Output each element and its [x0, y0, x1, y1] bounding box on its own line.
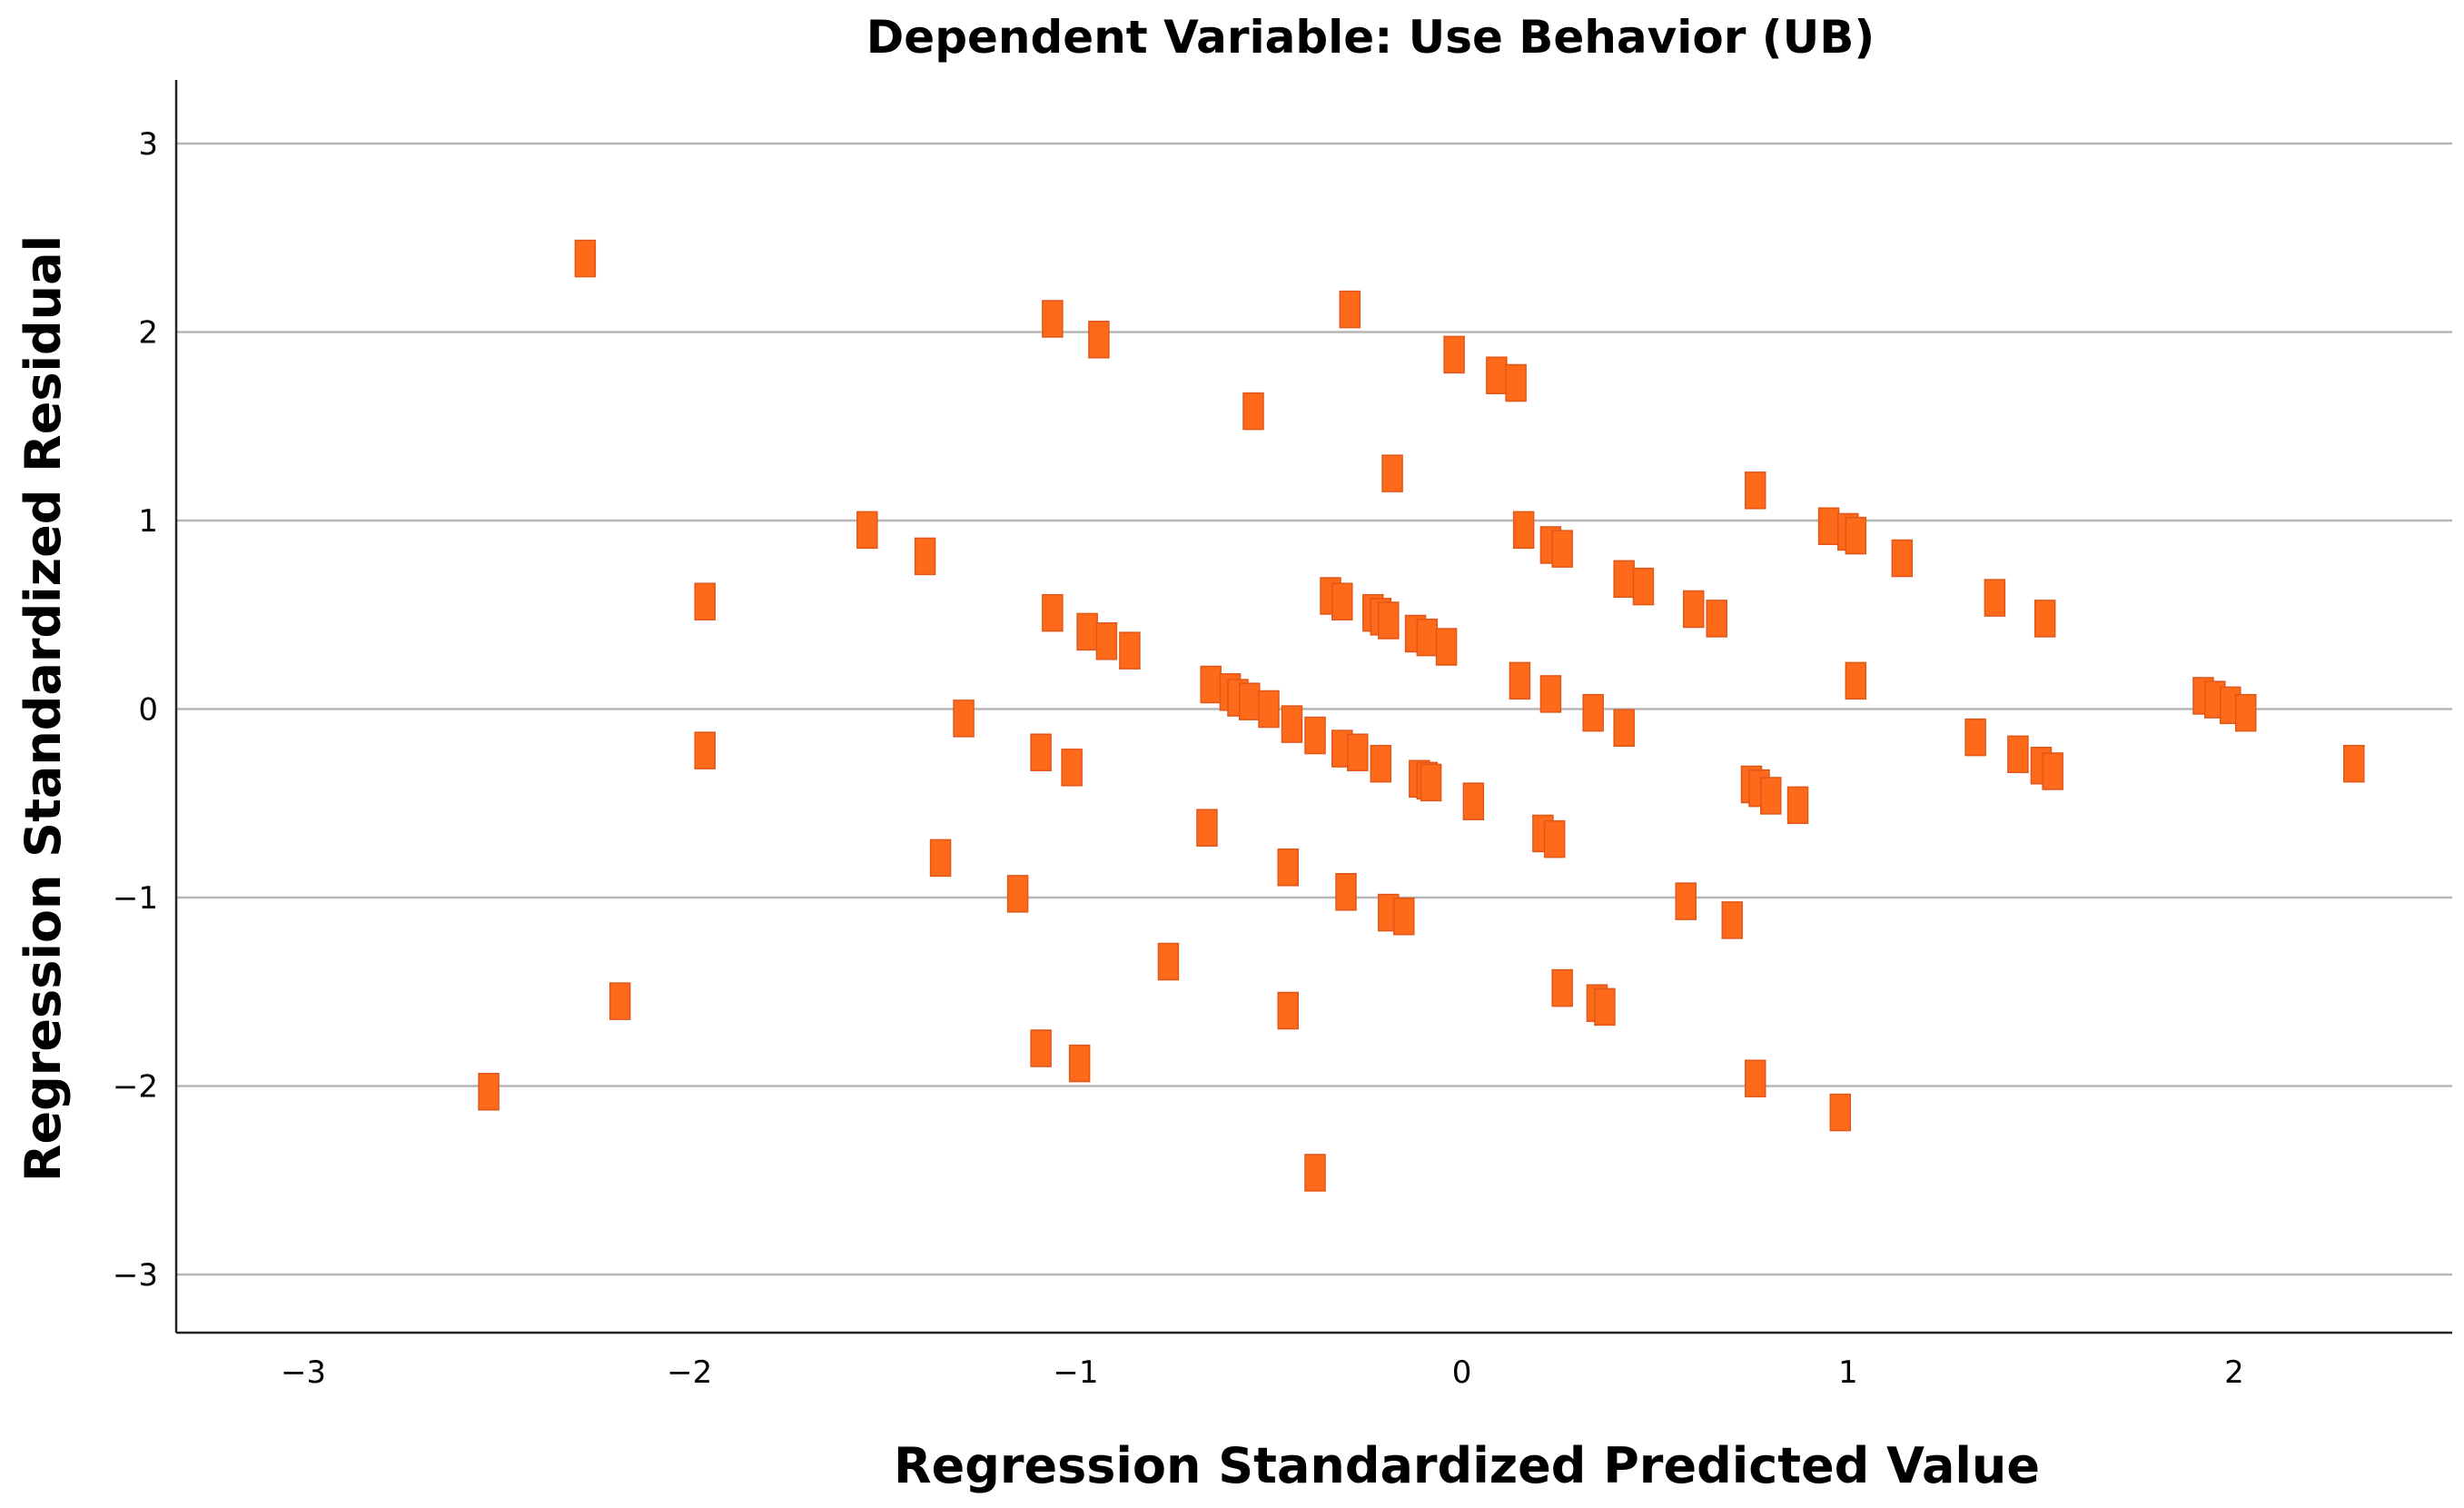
- data-point: [2042, 752, 2063, 790]
- data-point: [1242, 392, 1264, 431]
- data-point: [1551, 530, 1573, 568]
- data-point: [1277, 848, 1300, 887]
- data-point: [2034, 600, 2056, 638]
- y-tick-label: −1: [113, 880, 158, 917]
- data-point: [1613, 560, 1635, 599]
- data-point: [1347, 733, 1369, 771]
- data-point: [694, 582, 716, 620]
- data-point: [1335, 873, 1357, 911]
- y-tick-label: −2: [113, 1069, 158, 1106]
- data-point: [1339, 290, 1361, 329]
- data-point: [1845, 661, 1867, 700]
- y-tick-labels: −3 −2 −1 0 1 2 3: [113, 126, 158, 1294]
- x-axis-label: Regression Standardized Predicted Value: [894, 1437, 2040, 1494]
- y-tick-label: −3: [113, 1257, 158, 1294]
- data-point: [1551, 968, 1573, 1007]
- data-point: [1258, 690, 1280, 729]
- data-point: [1076, 612, 1098, 651]
- data-point: [1393, 898, 1415, 936]
- x-tick-label: 1: [1838, 1354, 1858, 1391]
- x-tick-label: 2: [2224, 1354, 2244, 1391]
- data-point: [1381, 454, 1403, 492]
- data-point: [1512, 511, 1535, 550]
- chart-title: Dependent Variable: Use Behavior (UB): [866, 11, 1875, 64]
- data-point: [1594, 987, 1616, 1027]
- data-point: [1984, 579, 2006, 617]
- data-point: [1675, 882, 1697, 920]
- data-point: [1505, 363, 1527, 402]
- data-point: [1486, 356, 1508, 394]
- data-point: [1509, 661, 1531, 700]
- data-point: [1760, 777, 1782, 815]
- data-point: [1196, 809, 1218, 847]
- data-point: [1042, 593, 1064, 632]
- data-point: [1435, 628, 1458, 666]
- data-point: [1281, 705, 1303, 743]
- data-point: [1745, 471, 1766, 510]
- x-tick-label: 0: [1452, 1354, 1472, 1391]
- data-point: [1632, 567, 1655, 606]
- y-tick-label: 2: [138, 315, 158, 352]
- y-axis-label: Regression Standardized Residual: [15, 235, 72, 1182]
- data-point: [1088, 321, 1110, 359]
- data-point: [1443, 335, 1465, 374]
- data-point: [1416, 618, 1439, 657]
- data-point: [1157, 942, 1180, 981]
- data-point: [574, 239, 597, 278]
- data-point: [1378, 601, 1400, 640]
- data-point: [2343, 744, 2365, 783]
- gridlines: [176, 142, 2452, 1276]
- data-point: [1238, 682, 1261, 720]
- data-point: [1331, 582, 1353, 620]
- data-point: [1745, 1059, 1766, 1097]
- data-point: [1964, 718, 1986, 757]
- data-point: [1119, 631, 1141, 670]
- data-point: [1817, 507, 1840, 545]
- data-point: [1543, 819, 1566, 858]
- data-point: [929, 838, 952, 878]
- x-tick-label: −1: [1053, 1354, 1098, 1391]
- data-point: [914, 537, 936, 576]
- data-point: [2235, 693, 2257, 732]
- data-point: [1613, 709, 1635, 747]
- data-point: [1030, 733, 1052, 771]
- data-point: [1277, 991, 1300, 1030]
- data-point: [1304, 1154, 1326, 1192]
- data-point: [1200, 665, 1222, 704]
- data-point: [1829, 1093, 1852, 1132]
- data-point: [1682, 590, 1705, 629]
- data-point: [478, 1072, 500, 1111]
- data-point: [1068, 1044, 1091, 1083]
- data-point: [856, 511, 878, 550]
- data-point: [1845, 516, 1867, 555]
- data-point: [953, 699, 975, 738]
- data-point: [1721, 901, 1743, 939]
- data-point: [1030, 1029, 1052, 1067]
- data-point: [1370, 744, 1392, 783]
- x-tick-label: −2: [667, 1354, 712, 1391]
- data-point: [1539, 675, 1562, 713]
- data-point: [1786, 786, 1809, 825]
- axes: [174, 80, 2452, 1334]
- data-point: [1891, 539, 1914, 578]
- data-point: [1061, 749, 1083, 787]
- y-tick-label: 1: [138, 503, 158, 540]
- data-point: [1006, 875, 1029, 913]
- data-point: [1706, 600, 1727, 638]
- data-point: [1420, 763, 1442, 802]
- data-point: [694, 731, 716, 769]
- x-tick-labels: −3 −2 −1 0 1 2: [281, 1354, 2244, 1391]
- data-points: [478, 239, 2365, 1192]
- y-tick-label: 3: [138, 126, 158, 163]
- data-point: [2007, 735, 2029, 774]
- data-point: [1095, 622, 1118, 660]
- data-point: [609, 982, 631, 1020]
- data-point: [1582, 693, 1604, 732]
- y-tick-label: 0: [138, 692, 158, 729]
- data-point: [1042, 300, 1064, 338]
- x-tick-label: −3: [281, 1354, 326, 1391]
- data-point: [1462, 782, 1485, 820]
- data-point: [1304, 716, 1326, 755]
